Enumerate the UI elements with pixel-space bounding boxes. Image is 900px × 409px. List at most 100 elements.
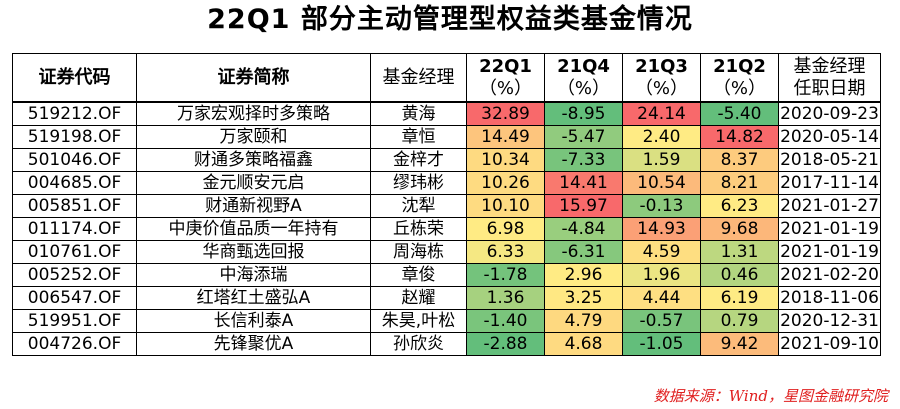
cell-return: 14.41	[544, 171, 623, 195]
table-title: 22Q1 部分主动管理型权益类基金情况	[207, 4, 693, 35]
cell-return: 4.79	[544, 309, 623, 333]
cell-return: 4.68	[544, 332, 623, 356]
cell-name: 华商甄选回报	[136, 240, 371, 264]
cell-return: 24.14	[622, 101, 701, 126]
cell-code: 501046.OF	[12, 148, 137, 172]
header-name: 证券简称	[136, 53, 371, 103]
cell-return: -1.40	[466, 309, 545, 333]
cell-manager: 金梓才	[370, 148, 467, 172]
source-note: 数据来源：Wind，星图金融研究院	[653, 387, 888, 405]
cell-code: 005851.OF	[12, 194, 137, 218]
cell-manager: 赵耀	[370, 286, 467, 310]
cell-name: 财通新视野A	[136, 194, 371, 218]
header-22q1-top: 22Q1	[479, 55, 532, 77]
cell-tenure-date: 2021-01-19	[778, 217, 881, 241]
table-row: 010761.OF 华商甄选回报 周海栋 6.33 -6.31 4.59 1.31 2021-…	[12, 240, 881, 264]
cell-return: 9.68	[700, 217, 779, 241]
cell-return: 10.54	[622, 171, 701, 195]
cell-return: 6.19	[700, 286, 779, 310]
cell-return: -2.88	[466, 332, 545, 356]
cell-return: 10.34	[466, 148, 545, 172]
cell-return: 4.44	[622, 286, 701, 310]
cell-return: -5.47	[544, 125, 623, 149]
cell-name: 金元顺安元启	[136, 171, 371, 195]
header-21q2-unit: （%）	[712, 77, 767, 99]
table-row: 004685.OF 金元顺安元启 缪玮彬 10.26 14.41 10.54 8.21 201…	[12, 171, 881, 195]
header-21q3-unit: （%）	[634, 77, 689, 99]
cell-manager: 周海栋	[370, 240, 467, 264]
header-22q1: 22Q1 （%）	[466, 53, 545, 103]
cell-return: -7.33	[544, 148, 623, 172]
cell-return: 4.59	[622, 240, 701, 264]
cell-return: 9.42	[700, 332, 779, 356]
cell-tenure-date: 2020-05-14	[778, 125, 881, 149]
cell-return: 2.40	[622, 125, 701, 149]
cell-return: 10.26	[466, 171, 545, 195]
table-row: 004726.OF 先锋聚优A 孙欣炎 -2.88 4.68 -1.05 9.42 2021-…	[12, 332, 881, 356]
table-row: 519198.OF 万家颐和 章恒 14.49 -5.47 2.40 14.82 2020-0…	[12, 125, 881, 149]
cell-name: 中庚价值品质一年持有	[136, 217, 371, 241]
cell-code: 010761.OF	[12, 240, 137, 264]
cell-name: 红塔红土盛弘A	[136, 286, 371, 310]
cell-return: 1.59	[622, 148, 701, 172]
cell-return: 3.25	[544, 286, 623, 310]
fund-table: 证券代码 证券简称 基金经理 22Q1 （%） 21Q4 （%） 21Q3 （%…	[12, 53, 881, 356]
header-21q4-top: 21Q4	[557, 55, 610, 77]
cell-tenure-date: 2020-09-23	[778, 101, 881, 126]
cell-manager: 朱昊,叶松	[370, 309, 467, 333]
cell-manager: 章俊	[370, 263, 467, 287]
table-row: 005252.OF 中海添瑞 章俊 -1.78 2.96 1.96 0.46 2021-02-…	[12, 263, 881, 287]
cell-return: 8.37	[700, 148, 779, 172]
cell-tenure-date: 2017-11-14	[778, 171, 881, 195]
cell-tenure-date: 2018-11-06	[778, 286, 881, 310]
cell-name: 万家宏观择时多策略	[136, 101, 371, 126]
cell-code: 004685.OF	[12, 171, 137, 195]
table-row: 519212.OF 万家宏观择时多策略 黄海 32.89 -8.95 24.14 -5.40…	[12, 101, 881, 126]
cell-return: 10.10	[466, 194, 545, 218]
cell-return: 6.23	[700, 194, 779, 218]
cell-return: -1.05	[622, 332, 701, 356]
header-21q3-top: 21Q3	[635, 55, 688, 77]
cell-return: 15.97	[544, 194, 623, 218]
header-21q4: 21Q4 （%）	[544, 53, 623, 103]
cell-return: -0.57	[622, 309, 701, 333]
cell-return: -5.40	[700, 101, 779, 126]
cell-return: 0.79	[700, 309, 779, 333]
cell-tenure-date: 2018-05-21	[778, 148, 881, 172]
cell-return: 8.21	[700, 171, 779, 195]
cell-name: 财通多策略福鑫	[136, 148, 371, 172]
cell-manager: 缪玮彬	[370, 171, 467, 195]
cell-return: -0.13	[622, 194, 701, 218]
cell-name: 长信利泰A	[136, 309, 371, 333]
header-manager: 基金经理	[370, 53, 467, 103]
cell-tenure-date: 2021-01-27	[778, 194, 881, 218]
cell-code: 011174.OF	[12, 217, 137, 241]
cell-manager: 丘栋荣	[370, 217, 467, 241]
table-row: 011174.OF 中庚价值品质一年持有 丘栋荣 6.98 -4.84 14.93 9.68…	[12, 217, 881, 241]
cell-return: 0.46	[700, 263, 779, 287]
header-21q2-top: 21Q2	[713, 55, 766, 77]
header-21q2: 21Q2 （%）	[700, 53, 779, 103]
header-21q4-unit: （%）	[556, 77, 611, 99]
cell-tenure-date: 2021-02-20	[778, 263, 881, 287]
cell-return: 14.82	[700, 125, 779, 149]
table-row: 005851.OF 财通新视野A 沈犁 10.10 15.97 -0.13 6.23 2021…	[12, 194, 881, 218]
cell-return: 6.33	[466, 240, 545, 264]
header-tenure-bottom: 任职日期	[793, 77, 866, 99]
cell-return: -4.84	[544, 217, 623, 241]
cell-return: 32.89	[466, 101, 545, 126]
cell-manager: 孙欣炎	[370, 332, 467, 356]
cell-return: 2.96	[544, 263, 623, 287]
cell-return: 1.31	[700, 240, 779, 264]
cell-return: 14.49	[466, 125, 545, 149]
table-row: 519951.OF 长信利泰A 朱昊,叶松 -1.40 4.79 -0.57 0.79 202…	[12, 309, 881, 333]
header-22q1-unit: （%）	[478, 77, 533, 99]
cell-code: 005252.OF	[12, 263, 137, 287]
cell-tenure-date: 2021-09-10	[778, 332, 881, 356]
cell-return: -6.31	[544, 240, 623, 264]
cell-return: 1.36	[466, 286, 545, 310]
cell-manager: 章恒	[370, 125, 467, 149]
cell-code: 519951.OF	[12, 309, 137, 333]
header-tenure-top: 基金经理	[793, 55, 866, 77]
table-row: 006547.OF 红塔红土盛弘A 赵耀 1.36 3.25 4.44 6.19 2018-1…	[12, 286, 881, 310]
